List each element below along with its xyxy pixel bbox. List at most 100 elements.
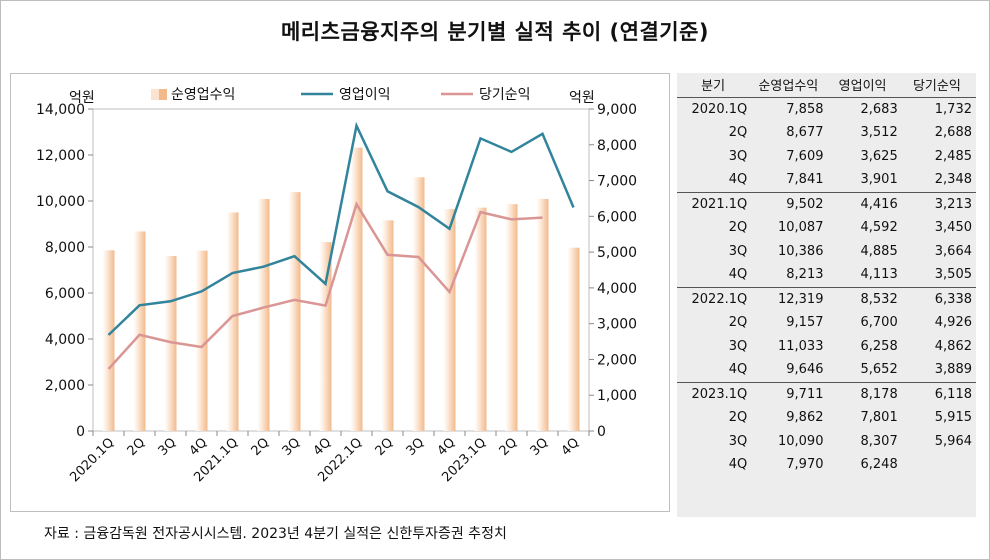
table-value-cell: 3,450: [934, 220, 972, 236]
left-tick-label: 14,000: [36, 102, 85, 118]
bar: [195, 250, 208, 431]
legend-swatch-bar: [159, 89, 167, 100]
table-value-cell: 10,090: [777, 433, 824, 449]
bar: [536, 198, 549, 431]
table-quarter-cell: 4Q: [728, 267, 748, 283]
table-value-cell: 3,213: [901, 191, 976, 216]
left-tick-label: 2,000: [45, 378, 85, 394]
table-value-cell: 3,901: [860, 172, 898, 188]
x-tick-label: 2Q: [125, 435, 149, 459]
table-value-cell: 7,801: [860, 410, 898, 426]
table-row: 4Q 8,213 4,113 3,505: [677, 263, 976, 287]
right-tick-label: 0: [597, 424, 606, 440]
table-row: 2Q 9,157 6,700 4,926: [677, 311, 976, 335]
table-value-cell: 6,258: [860, 338, 898, 354]
table-quarter-cell: 2021.1Q: [677, 191, 754, 216]
table-row: 2020.1Q 7,858 2,683 1,732: [677, 97, 976, 121]
table-value-cell: 5,964: [934, 433, 972, 449]
table-header-cell: 분기: [677, 73, 754, 98]
table-quarter-cell: 4Q: [728, 172, 748, 188]
table-value-cell: 2,688: [934, 125, 972, 141]
table-quarter-cell: 2023.1Q: [677, 381, 754, 406]
legend-label-net-income: 당기순익: [479, 87, 531, 103]
table-value-cell: 10,087: [777, 220, 824, 236]
table-row: 3Q 11,033 6,258 4,862: [677, 335, 976, 359]
series-line-net-income: [107, 201, 543, 370]
table-row: 2Q 10,087 4,592 3,450: [677, 216, 976, 240]
table-quarter-cell: 2Q: [728, 220, 748, 236]
left-tick-label: 4,000: [45, 332, 85, 348]
table-value-cell: 4,926: [934, 315, 972, 331]
table-value-cell: 7,970: [786, 457, 824, 473]
table-value-cell: 3,505: [934, 267, 972, 283]
table-value-cell: 4,416: [827, 191, 902, 216]
right-tick-label: 6,000: [597, 209, 637, 225]
bar: [102, 250, 115, 431]
left-tick-label: 8,000: [45, 240, 85, 256]
x-tick-label: 3Q: [156, 435, 180, 459]
table-quarter-cell: 3Q: [728, 433, 748, 449]
table-value-cell: 5,915: [934, 410, 972, 426]
right-tick-label: 4,000: [597, 281, 637, 297]
table-value-cell: 5,652: [860, 362, 898, 378]
bar: [288, 192, 301, 431]
left-tick-label: 12,000: [36, 148, 85, 164]
data-table-panel: 분기 순영업수익 영업이익 당기순익 2020.1Q 7,858 2,683 1,732 2Q…: [677, 73, 976, 517]
combo-chart: 0 2,000 4,000 6,000 8,000 10,000 12,000 14,000 0…: [36, 87, 637, 485]
table-quarter-cell: 2Q: [728, 410, 748, 426]
right-tick-label: 1,000: [597, 388, 637, 404]
table-quarter-cell: 3Q: [728, 243, 748, 259]
legend-swatch-bar: [151, 89, 159, 100]
bar: [133, 231, 146, 431]
right-tick-label: 7,000: [597, 174, 637, 190]
table-quarter-cell: 3Q: [728, 148, 748, 164]
table-value-cell: 4,592: [860, 220, 898, 236]
table-row: 2Q 9,862 7,801 5,915: [677, 406, 976, 430]
table-value-cell: 9,862: [786, 410, 824, 426]
table-value-cell: 3,889: [934, 362, 972, 378]
x-tick-label: 4Q: [187, 435, 211, 459]
bar: [350, 147, 363, 431]
table-value-cell: 2,485: [934, 148, 972, 164]
table-value-cell: 7,609: [786, 148, 824, 164]
table-value-cell: 8,307: [860, 433, 898, 449]
table-value-cell: 9,646: [786, 362, 824, 378]
right-tick-label: 9,000: [597, 102, 637, 118]
table-value-cell: 6,118: [901, 381, 976, 406]
table-row: 3Q 10,386 4,885 3,664: [677, 240, 976, 264]
legend-label-operating-income: 영업이익: [339, 87, 391, 103]
right-tick-label: 3,000: [597, 317, 637, 333]
bar: [381, 220, 394, 431]
table-row: 2022.1Q 12,319 8,532 6,338: [677, 286, 976, 311]
table-quarter-cell: 4Q: [728, 457, 748, 473]
table-quarter-cell: 4Q: [728, 362, 748, 378]
table-row: 2021.1Q 9,502 4,416 3,213: [677, 191, 976, 216]
table-value-cell: 12,319: [753, 286, 828, 311]
table-quarter-cell: 2020.1Q: [691, 101, 748, 117]
table-value-cell: 1,732: [934, 101, 972, 117]
table-value-cell: 2,683: [860, 101, 898, 117]
table-value-cell: [902, 453, 976, 477]
left-tick-label: 6,000: [45, 286, 85, 302]
table-value-cell: 3,512: [860, 125, 898, 141]
bar: [443, 209, 456, 431]
x-tick-label: 2Q: [497, 435, 521, 459]
table-value-cell: 8,677: [786, 125, 824, 141]
right-tick-label: 2,000: [597, 352, 637, 368]
table-value-cell: 8,532: [827, 286, 902, 311]
table-value-cell: 2,348: [934, 172, 972, 188]
table-value-cell: 4,862: [934, 338, 972, 354]
left-unit-label: 억원: [69, 90, 95, 106]
legend-label-revenue: 순영업수익: [171, 87, 235, 103]
bar: [474, 207, 487, 431]
table-value-cell: 6,338: [901, 286, 976, 311]
bar: [567, 247, 580, 431]
table-value-cell: 9,157: [786, 315, 824, 331]
bar: [412, 177, 425, 431]
table-value-cell: 10,386: [777, 243, 824, 259]
bar: [257, 198, 270, 431]
table-value-cell: 4,885: [860, 243, 898, 259]
table-row: 3Q 7,609 3,625 2,485: [677, 145, 976, 169]
table-header-cell: 당기순익: [901, 73, 976, 98]
table-quarter-cell: 3Q: [728, 338, 748, 354]
